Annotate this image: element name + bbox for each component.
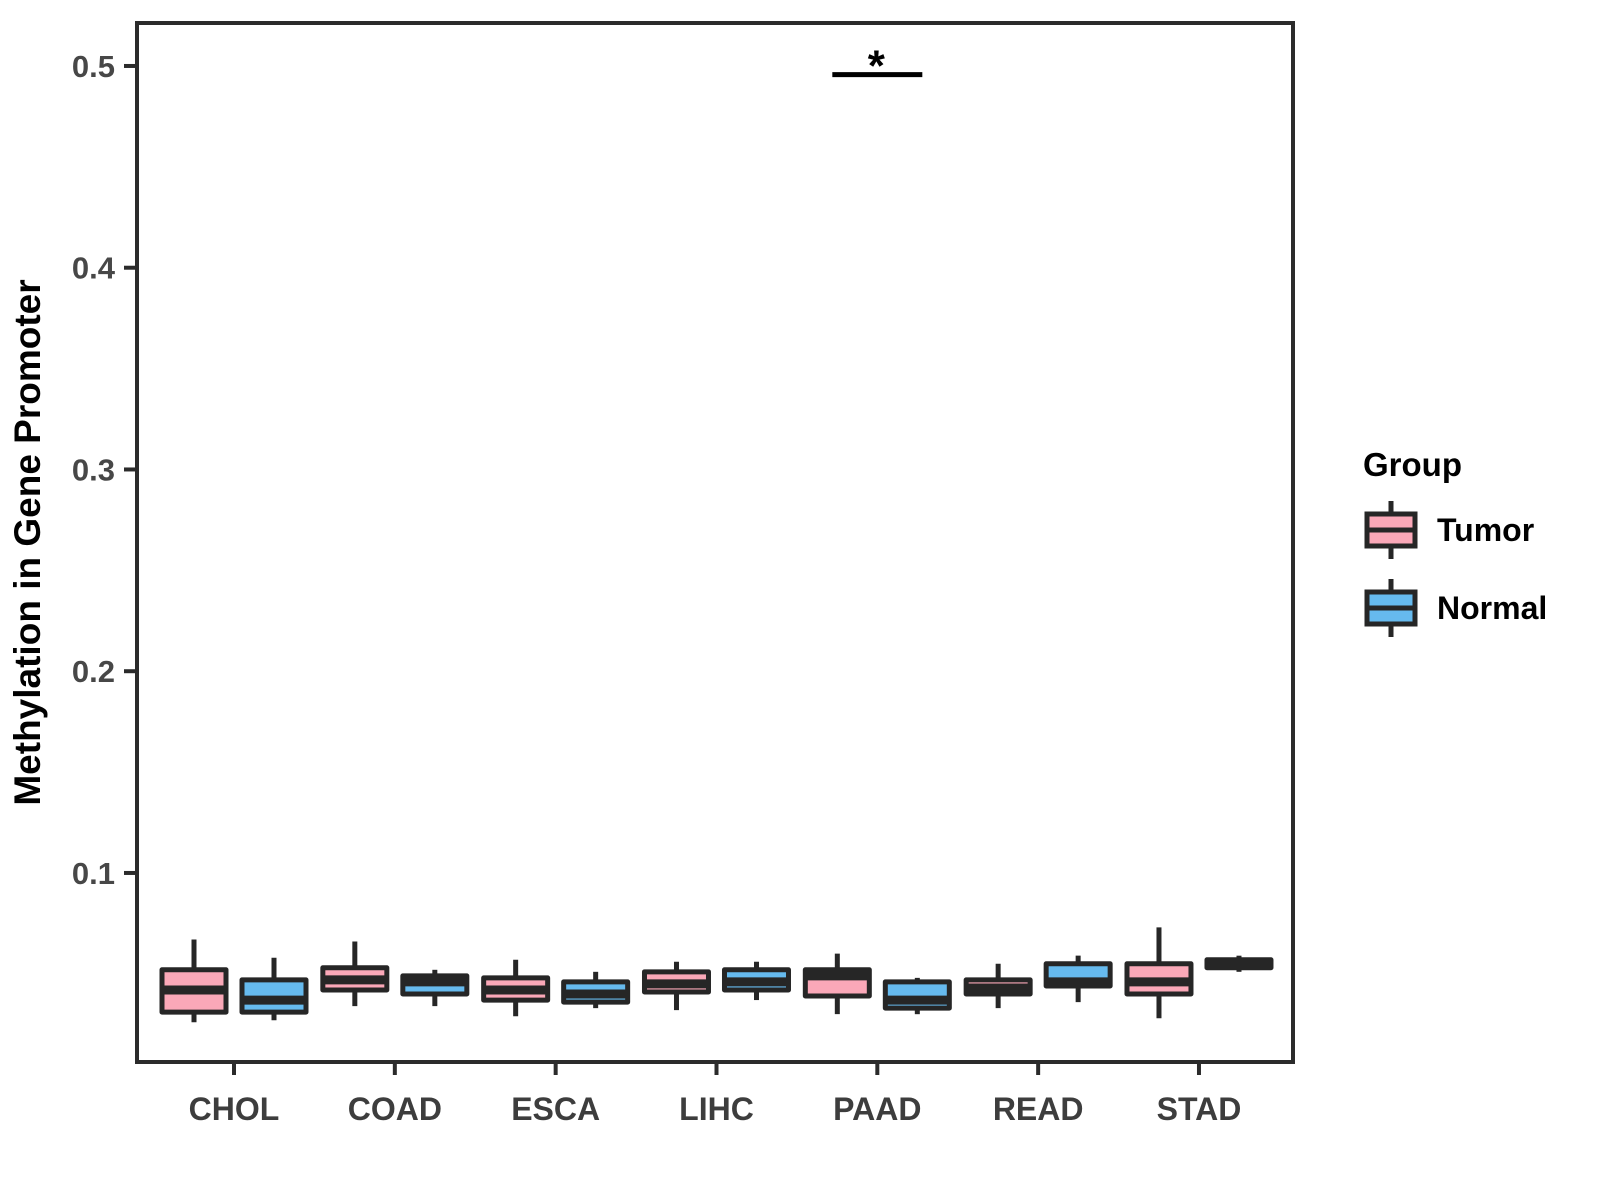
box-coad-tumor bbox=[320, 941, 390, 1007]
legend-item-tumor: Tumor bbox=[1363, 498, 1547, 562]
panel-border bbox=[135, 21, 1295, 1064]
y-axis: 0.1 0.2 0.3 0.4 0.5 bbox=[72, 49, 137, 891]
box-read-normal bbox=[1043, 955, 1113, 1003]
box-stad-tumor bbox=[1124, 927, 1194, 1019]
y-tick-label: 0.1 bbox=[72, 856, 115, 891]
legend-label-normal: Normal bbox=[1437, 589, 1548, 626]
box-lihc-tumor bbox=[641, 961, 711, 1011]
x-tick-label: STAD bbox=[1157, 1091, 1242, 1127]
box-stad-normal bbox=[1204, 955, 1274, 972]
x-tick-label: ESCA bbox=[511, 1091, 600, 1127]
y-tick-label: 0.2 bbox=[72, 654, 115, 689]
legend-title: Group bbox=[1363, 446, 1462, 483]
box-chol-normal bbox=[239, 957, 309, 1021]
box-paad-tumor bbox=[802, 953, 872, 1015]
box-read-tumor bbox=[963, 963, 1033, 1009]
x-tick-label: CHOL bbox=[189, 1091, 280, 1127]
y-axis-title: Methylation in Gene Promoter bbox=[7, 279, 48, 805]
y-tick-label: 0.5 bbox=[72, 49, 115, 84]
y-tick-label: 0.4 bbox=[72, 251, 116, 286]
box-esca-tumor bbox=[481, 959, 551, 1017]
box-lihc-normal bbox=[721, 961, 791, 1001]
box-chol-tumor bbox=[159, 939, 229, 1023]
x-tick-label: PAAD bbox=[833, 1091, 921, 1127]
significance-marker: * bbox=[832, 42, 923, 91]
box-coad-normal bbox=[400, 969, 470, 1007]
box-paad-normal bbox=[882, 977, 952, 1015]
y-tick-label: 0.3 bbox=[72, 452, 115, 487]
legend: Group Tumor Normal bbox=[1363, 446, 1547, 640]
x-axis: CHOL COAD ESCA LIHC PAAD READ STAD bbox=[189, 1062, 1242, 1127]
normal-boxplot-key-icon bbox=[1364, 579, 1418, 637]
x-tick-label: READ bbox=[993, 1091, 1084, 1127]
significance-label: * bbox=[868, 42, 886, 91]
box-esca-normal bbox=[561, 971, 631, 1009]
x-tick-label: LIHC bbox=[679, 1091, 754, 1127]
x-tick-label: COAD bbox=[348, 1091, 442, 1127]
legend-item-normal: Normal bbox=[1363, 576, 1547, 640]
legend-label-tumor: Tumor bbox=[1437, 511, 1535, 548]
tumor-boxplot-key-icon bbox=[1364, 501, 1418, 559]
